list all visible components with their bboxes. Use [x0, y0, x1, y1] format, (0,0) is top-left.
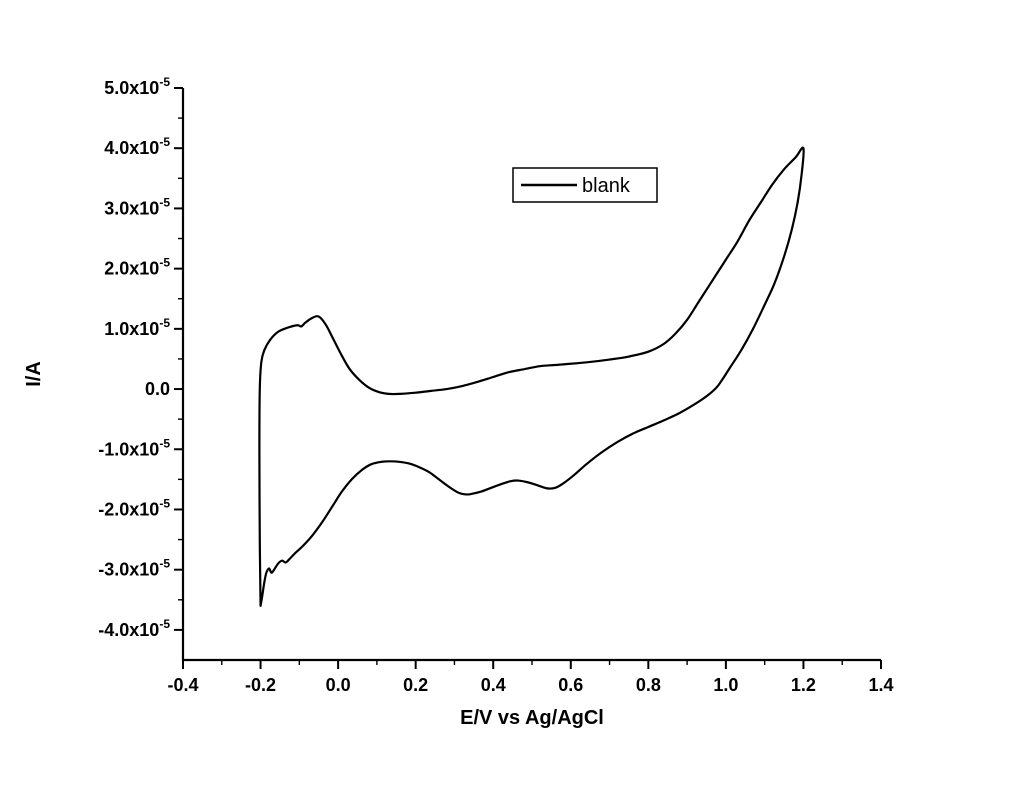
- x-tick-label: 0.6: [558, 675, 583, 695]
- y-tick-label: 5.0x10-5: [104, 75, 170, 98]
- y-tick-label: 3.0x10-5: [104, 195, 170, 218]
- x-tick-label: 0.4: [481, 675, 506, 695]
- x-tick-label: 0.0: [326, 675, 351, 695]
- y-axis-ticks: [174, 87, 183, 631]
- legend-label: blank: [582, 175, 631, 197]
- y-axis-tick-labels: 5.0x10-5 4.0x10-5 3.0x10-5 2.0x10-5 1.0x10-5…: [98, 75, 170, 640]
- x-tick-label: -0.4: [167, 675, 198, 695]
- x-tick-label: 1.4: [868, 675, 893, 695]
- y-tick-label: -1.0x10-5: [98, 436, 170, 459]
- x-tick-label: 1.2: [791, 675, 816, 695]
- y-tick-label: 1.0x10-5: [104, 316, 170, 339]
- y-tick-label: -3.0x10-5: [98, 557, 170, 580]
- x-axis-tick-labels: -0.4 -0.2 0.0 0.2 0.4 0.6 0.8 1.0 1.2 1.4: [167, 675, 893, 695]
- x-axis-ticks: [182, 660, 882, 669]
- y-tick-label: 0.0: [145, 379, 170, 399]
- cv-curve-group: [258, 146, 805, 607]
- y-tick-label: -2.0x10-5: [98, 496, 170, 519]
- x-tick-label: 1.0: [713, 675, 738, 695]
- x-axis-title: E/V vs Ag/AgCl: [460, 707, 604, 729]
- cv-curve-blank: [258, 146, 805, 607]
- x-tick-label: 0.2: [403, 675, 428, 695]
- y-tick-label: 2.0x10-5: [104, 256, 170, 279]
- y-axis-title: I/A: [23, 361, 45, 387]
- legend: blank: [512, 167, 658, 203]
- x-tick-label: 0.8: [636, 675, 661, 695]
- y-tick-label: 4.0x10-5: [104, 135, 170, 158]
- y-tick-label: -4.0x10-5: [98, 617, 170, 640]
- x-tick-label: -0.2: [245, 675, 276, 695]
